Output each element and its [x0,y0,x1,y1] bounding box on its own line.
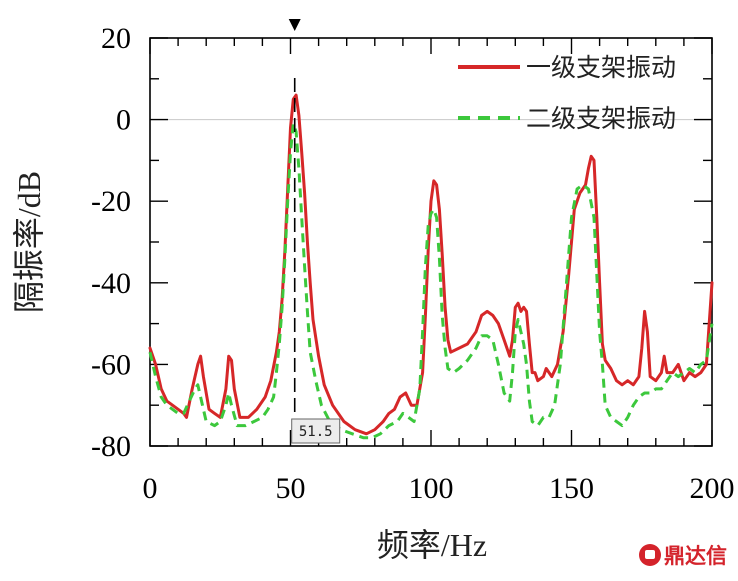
x-tick-label: 200 [690,472,735,505]
marker-label: 51.5 [299,424,333,440]
y-tick-label: -80 [91,430,131,463]
y-tick-label: -20 [91,185,131,218]
peak-marker: 51.5 [288,19,341,444]
watermark: 鼎达信 [639,544,727,568]
legend-label-2: 二级支架振动 [526,104,676,133]
x-tick-label: 150 [549,472,594,505]
x-axis-title: 频率/Hz [377,527,487,563]
y-tick-label: 0 [116,104,131,137]
x-tick-label: 50 [276,472,306,505]
legend-label-1: 一级支架振动 [526,53,676,82]
y-axis-title: 隔振率/dB [11,171,47,313]
series-line-1 [148,93,714,436]
x-tick-label: 0 [143,472,158,505]
series-line-2 [148,122,714,440]
y-tick-label: -60 [91,348,131,381]
watermark-text: 鼎达信 [664,544,727,568]
y-tick-label: -40 [91,267,131,300]
x-tick-label: 100 [409,472,454,505]
series-layer [148,93,714,440]
y-tick-label: 20 [101,22,131,55]
marker-label-box [291,418,341,444]
marker-triangle-icon [288,19,301,31]
